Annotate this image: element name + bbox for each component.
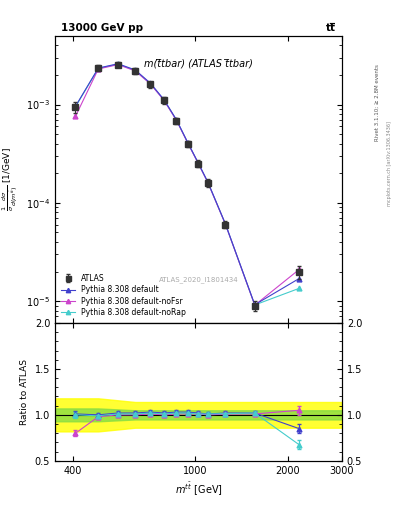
X-axis label: $m^{t\bar{t}}$ [GeV]: $m^{t\bar{t}}$ [GeV] [174, 481, 222, 498]
Text: tt̅: tt̅ [326, 23, 336, 33]
Text: mcplots.cern.ch [arXiv:1306.3436]: mcplots.cern.ch [arXiv:1306.3436] [387, 121, 391, 206]
Legend: ATLAS, Pythia 8.308 default, Pythia 8.308 default-noFsr, Pythia 8.308 default-no: ATLAS, Pythia 8.308 default, Pythia 8.30… [59, 272, 188, 319]
Text: m(t̅tbar) (ATLAS t̅tbar): m(t̅tbar) (ATLAS t̅tbar) [144, 59, 253, 69]
Y-axis label: Ratio to ATLAS: Ratio to ATLAS [20, 359, 29, 425]
Y-axis label: $\frac{1}{\sigma}\frac{d\sigma}{d(m^{t\bar{t}})}$ [1/GeV]: $\frac{1}{\sigma}\frac{d\sigma}{d(m^{t\b… [0, 147, 20, 211]
Text: ATLAS_2020_I1801434: ATLAS_2020_I1801434 [159, 276, 238, 283]
Text: Rivet 3.1.10; ≥ 2.8M events: Rivet 3.1.10; ≥ 2.8M events [375, 64, 380, 141]
Text: 13000 GeV pp: 13000 GeV pp [61, 23, 143, 33]
